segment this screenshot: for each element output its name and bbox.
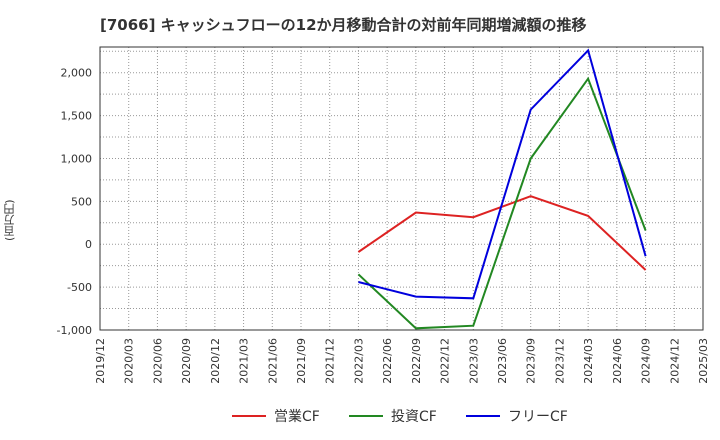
x-tick-label: 2022/03 — [352, 338, 365, 384]
x-tick-label: 2022/12 — [439, 338, 452, 384]
y-tick-label: 1,000 — [61, 152, 93, 165]
x-tick-label: 2021/12 — [324, 338, 337, 384]
x-tick-label: 2025/03 — [697, 338, 710, 384]
legend-swatch-investing-cf — [349, 415, 383, 417]
y-tick-labels: -1,000 -500 0 500 1,000 1,500 2,000 — [57, 67, 92, 337]
series-line-1 — [357, 76, 647, 330]
legend: 営業CF 投資CF フリーCF — [0, 404, 720, 428]
y-tick-label: -500 — [67, 281, 92, 294]
legend-item-investing-cf: 投資CF — [349, 404, 437, 428]
x-tick-label: 2020/03 — [123, 338, 136, 384]
x-tick-label: 2024/12 — [668, 338, 681, 384]
x-tick-label: 2023/06 — [496, 338, 509, 384]
x-tick-label: 2022/06 — [381, 338, 394, 384]
legend-label-free-cf: フリーCF — [508, 409, 568, 425]
x-tick-label: 2020/12 — [209, 338, 222, 384]
x-tick-label: 2021/09 — [295, 338, 308, 384]
x-tick-labels: 2019/12 2020/03 2020/06 2020/09 2020/12 2021/… — [94, 338, 710, 384]
x-tick-label: 2024/03 — [582, 338, 595, 384]
legend-item-free-cf: フリーCF — [466, 404, 568, 428]
x-tick-label: 2023/03 — [467, 338, 480, 384]
y-tick-label: 1,500 — [61, 110, 93, 123]
chart-title: [7066] キャッシュフローの12か月移動合計の対前年同期増減額の推移 — [100, 16, 587, 34]
series-line-2 — [358, 48, 647, 300]
x-tick-label: 2024/06 — [611, 338, 624, 384]
y-tick-label: -1,000 — [57, 324, 92, 337]
y-tick-label: 0 — [85, 238, 92, 251]
series-lines — [357, 48, 647, 330]
x-tick-label: 2023/09 — [525, 338, 538, 384]
x-tick-label: 2020/09 — [180, 338, 193, 384]
x-tick-label: 2024/09 — [640, 338, 653, 384]
x-tick-label: 2020/06 — [151, 338, 164, 384]
plot-frame — [99, 46, 704, 331]
legend-label-operating-cf: 営業CF — [274, 409, 320, 425]
legend-label-investing-cf: 投資CF — [391, 409, 437, 425]
x-tick-label: 2023/12 — [553, 338, 566, 384]
x-tick-label: 2021/06 — [266, 338, 279, 384]
y-tick-label: 2,000 — [61, 67, 93, 80]
x-tick-label: 2021/03 — [238, 338, 251, 384]
legend-swatch-operating-cf — [232, 415, 266, 417]
legend-swatch-free-cf — [466, 415, 500, 417]
x-tick-label: 2019/12 — [94, 338, 107, 384]
grid-lines — [99, 47, 704, 331]
y-tick-label: 500 — [71, 195, 92, 208]
x-tick-label: 2022/09 — [410, 338, 423, 384]
legend-item-operating-cf: 営業CF — [232, 404, 320, 428]
